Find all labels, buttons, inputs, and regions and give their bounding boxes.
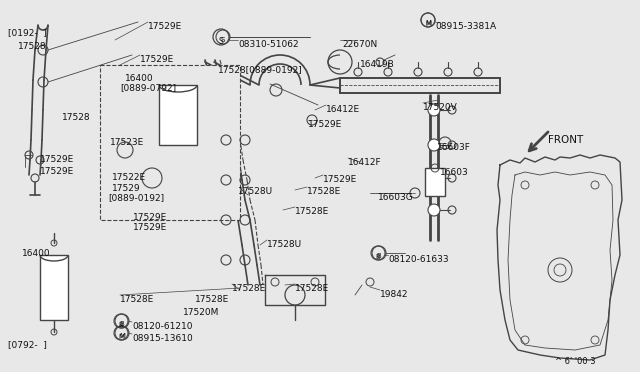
Text: 17528E: 17528E <box>295 207 329 216</box>
Circle shape <box>428 104 440 116</box>
Text: 17528E: 17528E <box>195 295 229 304</box>
Text: 08310-51062: 08310-51062 <box>238 40 299 49</box>
Text: 16603G: 16603G <box>378 193 413 202</box>
Text: 17520M: 17520M <box>183 308 220 317</box>
Text: [0192-  ]: [0192- ] <box>8 28 47 37</box>
Circle shape <box>428 139 440 151</box>
Bar <box>425 168 445 196</box>
Bar <box>159 85 197 145</box>
Bar <box>100 65 240 220</box>
Text: 17528E: 17528E <box>307 187 341 196</box>
Text: 17522E: 17522E <box>112 173 146 182</box>
Text: M: M <box>425 21 431 27</box>
Text: 16603: 16603 <box>440 168 468 177</box>
Text: B: B <box>120 321 124 327</box>
Text: 17529: 17529 <box>112 184 141 193</box>
Text: 17528E: 17528E <box>120 295 154 304</box>
Text: 17520V: 17520V <box>423 103 458 112</box>
Text: 08120-61210: 08120-61210 <box>132 322 193 331</box>
Text: M: M <box>119 333 125 339</box>
Text: 22670N: 22670N <box>342 40 377 49</box>
Text: 17528E: 17528E <box>295 284 329 293</box>
Text: 08915-13610: 08915-13610 <box>132 334 193 343</box>
Text: 08120-61633: 08120-61633 <box>388 255 449 264</box>
Text: B: B <box>376 253 381 259</box>
Text: 17528U: 17528U <box>267 240 302 249</box>
Text: 17528U: 17528U <box>238 187 273 196</box>
Text: 17529E: 17529E <box>140 55 174 64</box>
Text: M: M <box>425 20 431 26</box>
Text: 17529E: 17529E <box>40 155 74 164</box>
Text: [0889-0192]: [0889-0192] <box>108 193 164 202</box>
Text: 16400: 16400 <box>22 249 51 258</box>
Text: 16400: 16400 <box>125 74 154 83</box>
Text: B: B <box>118 322 124 328</box>
Text: 16412F: 16412F <box>348 158 381 167</box>
Text: [0889-0792]: [0889-0792] <box>120 83 176 92</box>
Text: 17529E: 17529E <box>40 167 74 176</box>
Text: S: S <box>221 37 225 43</box>
Bar <box>40 255 68 320</box>
Text: 08915-3381A: 08915-3381A <box>435 22 496 31</box>
Text: 17523E: 17523E <box>110 138 144 147</box>
Text: 16603F: 16603F <box>437 143 471 152</box>
Text: B: B <box>376 254 380 260</box>
Circle shape <box>428 172 440 184</box>
Text: 17528[0889-0192]: 17528[0889-0192] <box>218 65 303 74</box>
Text: 17529E: 17529E <box>148 22 182 31</box>
Text: 16419B: 16419B <box>360 60 395 69</box>
Circle shape <box>428 204 440 216</box>
Text: 17529E: 17529E <box>323 175 357 184</box>
Text: S: S <box>219 36 223 45</box>
Text: 16412E: 16412E <box>326 105 360 114</box>
Text: 19842: 19842 <box>380 290 408 299</box>
Text: M: M <box>118 334 124 340</box>
Text: 17528: 17528 <box>18 42 47 51</box>
Text: 17528E: 17528E <box>232 284 266 293</box>
Text: 17529E: 17529E <box>133 223 167 232</box>
Text: 17529E: 17529E <box>133 213 167 222</box>
Text: ^ 6' '00 3: ^ 6' '00 3 <box>555 357 596 366</box>
Text: [0792-  ]: [0792- ] <box>8 340 47 349</box>
Text: 17529E: 17529E <box>308 120 342 129</box>
Text: 17528: 17528 <box>62 113 91 122</box>
Text: FRONT: FRONT <box>548 135 583 145</box>
